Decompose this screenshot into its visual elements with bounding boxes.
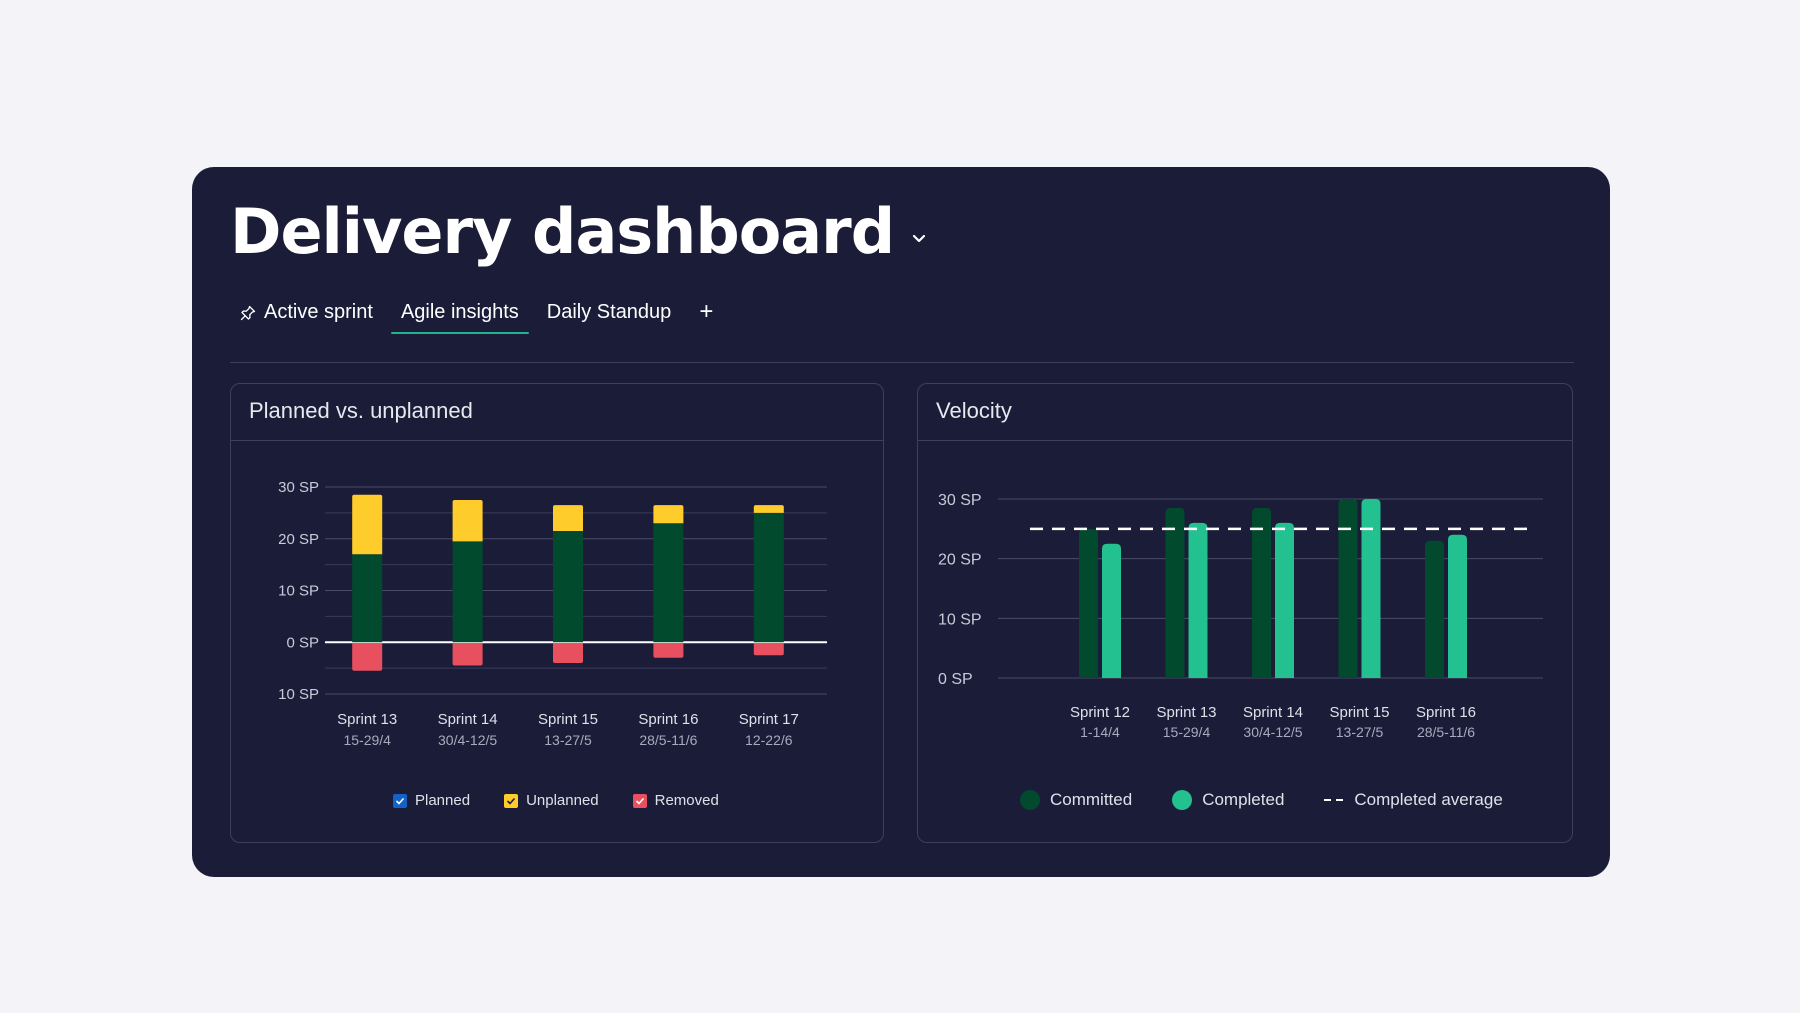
legend-removed[interactable]: Removed [632,792,719,809]
x-tick-label: Sprint 15 [1329,704,1389,721]
x-tick-date: 13-27/5 [1336,724,1384,740]
x-tick-date: 28/5-11/6 [639,732,697,748]
bar-unplanned [452,499,483,542]
x-tick-label: Sprint 14 [438,711,498,728]
legend-label: Completed [1202,790,1285,809]
bar-unplanned [553,505,583,531]
bar-planned [352,554,383,643]
x-tick-date: 15-29/4 [343,732,391,748]
tab-label: Active sprint [264,301,373,323]
bar-completed [1448,534,1467,678]
bar-removed [653,643,684,658]
planned-vs-unplanned-chart: 30 SP 20 SP 10 SP 0 SP 10 SP Sprint 13 15-29/4… [278,479,827,748]
legend-unplanned[interactable]: Unplanned [504,792,599,809]
bar-completed [1275,522,1294,678]
checkbox-icon[interactable] [393,793,407,808]
x-tick-label: Sprint 13 [1156,704,1216,721]
velocity-card: Velocity 30 SP 20 SP 10 SP 0 SP Sprint 12 1-1… [917,383,1573,843]
legend-completed-average[interactable]: Completed average [1324,790,1503,810]
dashboard-panel: Delivery dashboard Active sprint Agile i… [192,167,1610,877]
tab-label: Daily Standup [546,301,672,323]
x-tick-date: 15-29/4 [1163,724,1211,740]
planned-vs-unplanned-card: Planned vs. unplanned 30 SP 20 SP 10 SP 0 S… [230,383,884,843]
page-title: Delivery dashboard [230,195,895,268]
bar-committed [1425,540,1444,678]
checkbox-icon[interactable] [504,793,519,808]
bar-unplanned [753,505,784,513]
tab-daily-standup[interactable]: Daily Standup [537,295,682,334]
legend-label: Unplanned [526,792,599,809]
legend-label: Committed [1050,790,1133,809]
legend-committed[interactable]: Committed [1020,790,1132,810]
bar-committed [1252,507,1271,678]
bar-removed [553,643,583,663]
x-tick-label: Sprint 13 [337,711,397,728]
x-tick-label: Sprint 15 [538,711,598,728]
bar-planned [553,530,583,643]
checkbox-icon[interactable] [632,793,647,808]
x-tick-date: 13-27/5 [544,732,592,748]
x-tick-date: 1-14/4 [1080,724,1120,740]
committed-dot-icon [1020,790,1040,810]
card-title: Planned vs. unplanned [231,384,883,441]
y-tick-label: 30 SP [938,492,982,509]
tab-label: Agile insights [400,301,519,323]
title-row: Delivery dashboard [230,201,930,263]
bar-unplanned [352,494,383,555]
bar-completed [1361,499,1381,678]
y-tick-label: 0 SP [938,671,973,688]
divider [230,362,1574,363]
bar-committed [1165,507,1185,678]
bar-planned [753,512,784,643]
x-tick-date: 12-22/6 [745,732,793,748]
chevron-down-icon[interactable] [908,228,930,250]
chart-legend: Planned Unplanned Removed [393,792,719,809]
add-tab-button[interactable]: + [699,297,714,325]
x-tick-label: Sprint 16 [638,711,698,728]
x-tick-date: 30/4-12/5 [438,732,497,748]
x-tick-label: Sprint 12 [1070,704,1130,721]
legend-completed[interactable]: Completed [1172,790,1284,810]
bar-completed [1188,522,1208,678]
legend-label: Planned [415,792,471,809]
y-tick-label: 10 SP [938,611,982,628]
tab-bar: Active sprint Agile insights Daily Stand… [230,295,723,334]
y-tick-label: 20 SP [278,531,319,548]
bar-completed [1102,543,1121,678]
x-tick-label: Sprint 14 [1243,704,1303,721]
y-tick-label: 0 SP [286,634,319,651]
pin-icon [240,305,256,320]
completed-dot-icon [1172,790,1193,810]
bar-committed [1338,499,1358,678]
bar-committed [1079,528,1098,678]
legend-label: Removed [654,792,719,809]
x-tick-label: Sprint 16 [1416,704,1476,721]
x-tick-date: 30/4-12/5 [1243,724,1302,740]
bar-removed [753,643,784,656]
y-tick-label: 20 SP [938,552,982,569]
chart-legend: Committed Completed Completed average [1020,790,1543,810]
bar-unplanned [653,505,684,524]
x-tick-label: Sprint 17 [739,711,799,728]
legend-planned[interactable]: Planned [393,792,470,809]
bar-planned [653,523,684,643]
bar-removed [352,643,383,671]
card-title: Velocity [918,384,1572,441]
x-tick-date: 28/5-11/6 [1417,724,1475,740]
legend-label: Completed average [1354,790,1503,809]
y-tick-label: 30 SP [278,479,319,496]
bar-planned [452,541,483,643]
velocity-chart: 30 SP 20 SP 10 SP 0 SP Sprint 12 1-14/4 Sprint… [938,492,1543,740]
dashed-line-icon [1324,799,1345,801]
bar-removed [452,643,483,666]
y-tick-label: 10 SP [278,686,319,703]
tab-active-sprint[interactable]: Active sprint [230,295,383,334]
y-tick-label: 10 SP [278,583,319,600]
tab-agile-insights[interactable]: Agile insights [390,295,529,334]
